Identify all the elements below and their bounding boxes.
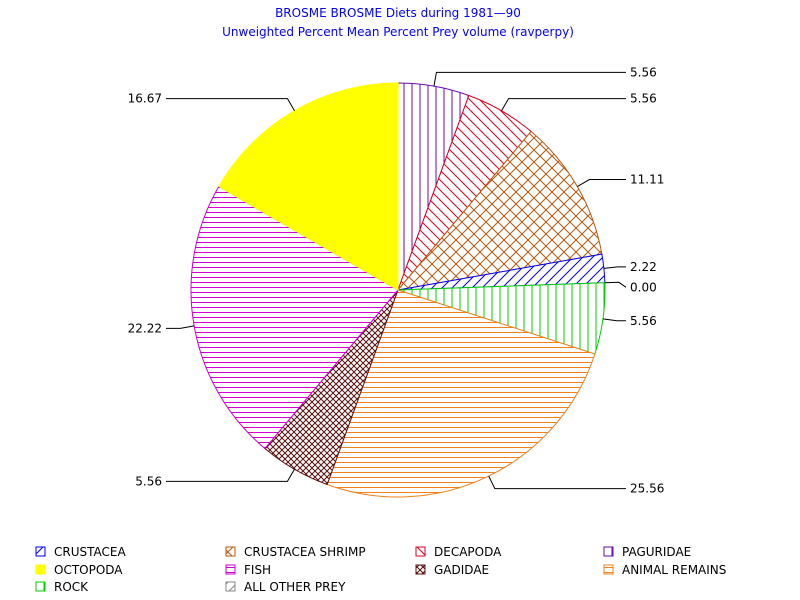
pie-slice-crustacea-shrimp (396, 130, 603, 291)
leader-line-paguridae (433, 71, 626, 87)
legend-item-gadidae: GADIDAE (415, 563, 489, 577)
legend-item-octopoda: OCTOPODA (35, 563, 123, 577)
leader-line-crustacea (603, 266, 626, 269)
leader-line-gadidae (166, 468, 295, 482)
slice-label-animal-remains: 25.56 (630, 482, 664, 496)
pie-slices (190, 82, 606, 498)
legend-label-all-other-prey: ALL OTHER PREY (244, 580, 346, 594)
slice-label-rock: 5.56 (630, 314, 657, 328)
leader-line-animal-remains (488, 475, 626, 490)
slice-label-octopoda: 16.67 (128, 92, 162, 106)
legend-swatch-octopoda (35, 564, 46, 575)
legend-item-animal-remains: ANIMAL REMAINS (603, 563, 726, 577)
legend-item-crustacea-shrimp: CRUSTACEA SHRIMP (225, 545, 366, 559)
legend-label-decapoda: DECAPODA (434, 545, 502, 559)
leader-line-fish (166, 325, 195, 329)
legend-item-fish: FISH (225, 563, 271, 577)
legend: CRUSTACEA CRUSTACEA SHRIMP DECAPODA PAGURID… (35, 545, 726, 594)
slice-label-crustacea: 2.22 (630, 260, 657, 274)
leader-line-decapoda (501, 98, 626, 112)
legend-swatch-gadidae (415, 564, 426, 575)
pie-slice-octopoda (218, 82, 399, 291)
leader-line-octopoda (166, 98, 295, 111)
legend-swatch-animal-remains (603, 564, 614, 575)
slice-label-paguridae: 5.56 (630, 65, 657, 79)
legend-swatch-fish (225, 564, 236, 575)
legend-item-decapoda: DECAPODA (415, 545, 502, 559)
legend-item-rock: ROCK (35, 580, 89, 594)
legend-label-rock: ROCK (54, 580, 89, 594)
legend-swatch-paguridae (603, 546, 614, 557)
legend-item-paguridae: PAGURIDAE (603, 545, 691, 559)
legend-item-all-other-prey: ALL OTHER PREY (225, 580, 346, 594)
leader-line-rock (602, 318, 626, 322)
legend-swatch-crustacea (35, 546, 46, 557)
leader-line-all-other-prey (604, 281, 627, 288)
legend-label-gadidae: GADIDAE (434, 563, 489, 577)
legend-swatch-crustacea-shrimp (225, 546, 236, 557)
legend-swatch-rock (35, 581, 46, 592)
slice-label-all-other-prey: 0.00 (630, 280, 657, 294)
slice-leader-lines (166, 71, 627, 490)
legend-swatch-all-other-prey (225, 581, 236, 592)
legend-label-animal-remains: ANIMAL REMAINS (622, 563, 726, 577)
slice-label-crustacea-shrimp: 11.11 (630, 173, 664, 187)
chart-subtitle: Unweighted Percent Mean Percent Prey vol… (222, 25, 574, 39)
slice-label-decapoda: 5.56 (630, 92, 657, 106)
legend-label-octopoda: OCTOPODA (54, 563, 123, 577)
pie-slice-fish (190, 185, 399, 450)
slice-labels: 5.56 5.56 11.11 2.22 0.00 5.56 25.56 5.56 22.22 1… (128, 65, 665, 495)
legend-label-paguridae: PAGURIDAE (622, 545, 691, 559)
legend-label-crustacea-shrimp: CRUSTACEA SHRIMP (244, 545, 366, 559)
slice-label-fish: 22.22 (128, 321, 162, 335)
legend-label-crustacea: CRUSTACEA (54, 545, 126, 559)
legend-item-crustacea: CRUSTACEA (35, 545, 126, 559)
slice-label-gadidae: 5.56 (135, 474, 162, 488)
legend-label-fish: FISH (244, 563, 271, 577)
leader-line-crustacea-shrimp (577, 179, 626, 187)
chart-title: BROSME BROSME Diets during 1981—90 (275, 6, 521, 20)
legend-swatch-decapoda (415, 546, 426, 557)
